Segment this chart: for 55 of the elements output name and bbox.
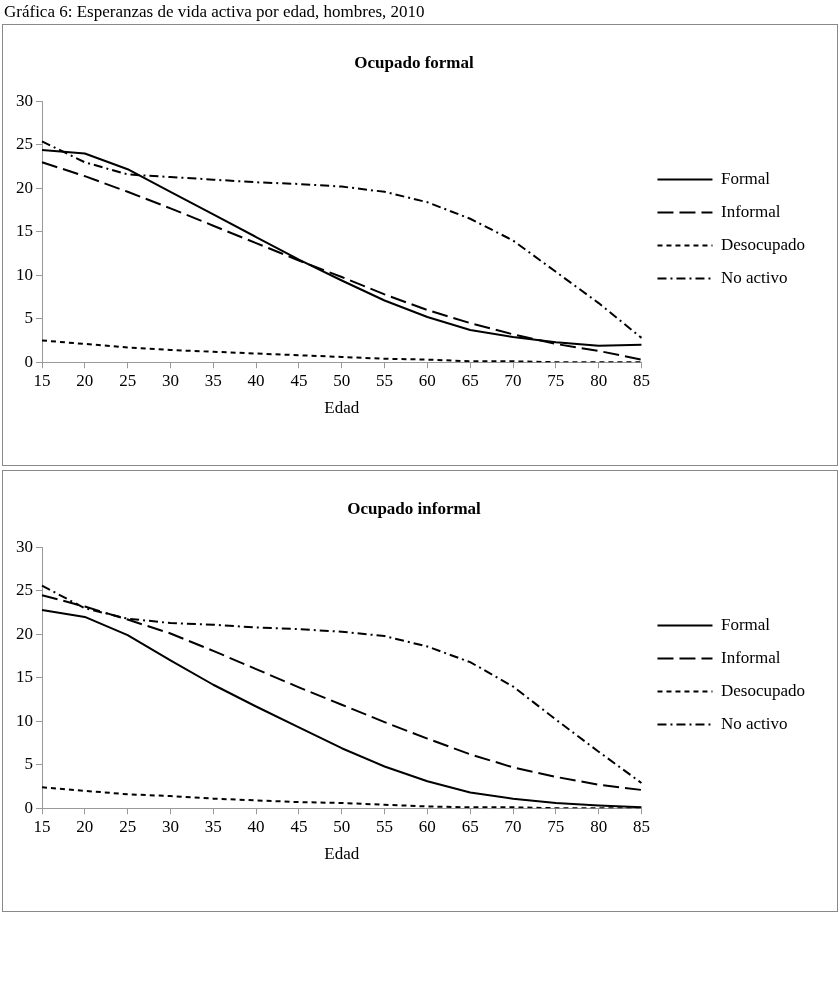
y-tick-label: 25: [16, 580, 33, 600]
y-tick-label: 5: [24, 754, 33, 774]
x-tick-label: 75: [547, 816, 565, 836]
y-tick-label: 20: [16, 177, 33, 197]
legend-label: Informal: [720, 201, 781, 221]
legend-label: Formal: [720, 614, 771, 634]
text: Gráfica 6: Esperanzas de vida activa por edad, hombres, 2010: [3, 1, 426, 23]
x-tick-label: 50: [333, 370, 351, 390]
y-tick-label: 10: [16, 710, 33, 730]
x-tick-label: 40: [247, 816, 265, 836]
x-tick-label: 30: [161, 370, 179, 390]
legend-label: Formal: [720, 168, 771, 188]
legend-label: Desocupado: [720, 234, 805, 254]
x-tick-label: 85: [632, 370, 650, 390]
y-tick-label: 30: [16, 536, 33, 556]
x-tick-label: 25: [119, 370, 137, 390]
x-tick-label: 45: [290, 370, 308, 390]
y-tick-label: 5: [24, 308, 33, 328]
x-tick-label: 80: [590, 816, 608, 836]
x-tick-label: 20: [76, 816, 94, 836]
x-tick-label: 70: [504, 816, 522, 836]
x-tick-label: 60: [418, 370, 436, 390]
x-tick-label: 80: [590, 370, 608, 390]
y-tick-label: 25: [16, 134, 33, 154]
x-tick-label: 60: [418, 816, 436, 836]
x-tick-label: 20: [76, 370, 94, 390]
x-tick-label: 25: [119, 816, 137, 836]
y-tick-label: 15: [16, 667, 33, 687]
x-tick-label: 55: [376, 816, 394, 836]
x-tick-label: 65: [461, 370, 479, 390]
x-tick-label: 35: [204, 816, 222, 836]
y-tick-label: 0: [24, 351, 33, 371]
x-axis-title: Edad: [324, 844, 360, 864]
y-tick-label: 0: [24, 797, 33, 817]
legend-label: No activo: [720, 713, 788, 733]
x-tick-label: 70: [504, 370, 522, 390]
y-tick-label: 15: [16, 221, 33, 241]
x-tick-label: 40: [247, 370, 265, 390]
y-tick-label: 30: [16, 90, 33, 110]
x-tick-label: 30: [161, 816, 179, 836]
x-tick-label: 35: [204, 370, 222, 390]
legend-label: Desocupado: [720, 680, 805, 700]
y-tick-label: 10: [16, 264, 33, 284]
x-tick-label: 55: [376, 370, 394, 390]
x-tick-label: 45: [290, 816, 308, 836]
x-tick-label: 65: [461, 816, 479, 836]
legend-label: Informal: [720, 647, 781, 667]
x-tick-label: 50: [333, 816, 351, 836]
x-tick-label: 75: [547, 370, 565, 390]
chart-title: Ocupado informal: [347, 498, 482, 518]
x-tick-label: 85: [632, 816, 650, 836]
x-axis-title: Edad: [324, 398, 360, 418]
legend-label: No activo: [720, 267, 788, 287]
chart-title: Ocupado formal: [354, 52, 475, 72]
y-tick-label: 20: [16, 623, 33, 643]
